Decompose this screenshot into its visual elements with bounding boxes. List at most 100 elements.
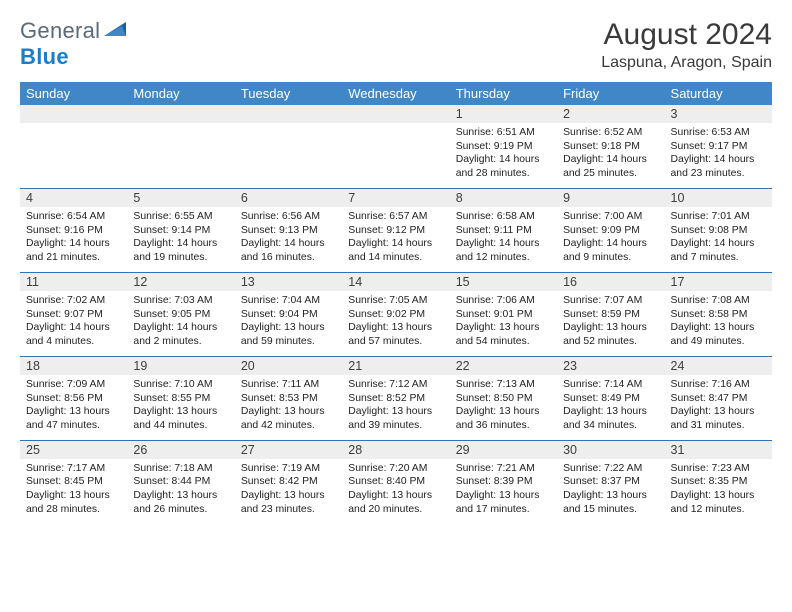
day-detail-line: Sunrise: 7:17 AM: [26, 462, 121, 476]
day-detail-line: Daylight: 13 hours: [348, 489, 443, 503]
day-detail-line: Sunset: 8:55 PM: [133, 392, 228, 406]
day-detail-line: Sunrise: 7:12 AM: [348, 378, 443, 392]
day-detail-line: Sunrise: 7:20 AM: [348, 462, 443, 476]
day-number-cell: [235, 105, 342, 123]
day-detail-line: Sunrise: 7:18 AM: [133, 462, 228, 476]
day-number-cell: 12: [127, 273, 234, 291]
day-detail-line: Sunset: 8:47 PM: [671, 392, 766, 406]
day-detail-line: and 12 minutes.: [456, 251, 551, 265]
day-detail-line: Sunset: 9:02 PM: [348, 308, 443, 322]
day-detail-line: Sunrise: 7:03 AM: [133, 294, 228, 308]
day-number-cell: 5: [127, 189, 234, 207]
weekday-header: Saturday: [665, 82, 772, 105]
day-detail-cell: [235, 123, 342, 188]
day-detail-cell: Sunrise: 7:00 AMSunset: 9:09 PMDaylight:…: [557, 207, 664, 272]
day-detail-line: Sunset: 9:05 PM: [133, 308, 228, 322]
day-detail-line: Sunrise: 7:10 AM: [133, 378, 228, 392]
day-number-cell: 27: [235, 441, 342, 459]
day-number-cell: 16: [557, 273, 664, 291]
day-detail-cell: Sunrise: 7:21 AMSunset: 8:39 PMDaylight:…: [450, 459, 557, 524]
day-number-cell: 8: [450, 189, 557, 207]
day-detail-row: Sunrise: 6:54 AMSunset: 9:16 PM Daylight:…: [20, 207, 772, 272]
day-detail-line: Sunset: 9:12 PM: [348, 224, 443, 238]
day-detail-line: Daylight: 13 hours: [671, 489, 766, 503]
day-detail-line: Daylight: 13 hours: [133, 489, 228, 503]
day-detail-line: Sunrise: 7:22 AM: [563, 462, 658, 476]
day-detail-line: Daylight: 13 hours: [348, 321, 443, 335]
day-number-cell: 24: [665, 357, 772, 375]
day-number-row: 18192021222324: [20, 357, 772, 375]
day-detail-line: Sunrise: 6:57 AM: [348, 210, 443, 224]
day-detail-cell: Sunrise: 7:14 AMSunset: 8:49 PMDaylight:…: [557, 375, 664, 440]
day-detail-line: and 44 minutes.: [133, 419, 228, 433]
day-detail-cell: Sunrise: 7:10 AMSunset: 8:55 PMDaylight:…: [127, 375, 234, 440]
day-detail-line: Sunrise: 6:54 AM: [26, 210, 121, 224]
page-header: General August 2024 Laspuna, Aragon, Spa…: [20, 18, 772, 72]
day-detail-line: Daylight: 13 hours: [456, 405, 551, 419]
day-detail-line: and 25 minutes.: [563, 167, 658, 181]
day-number-cell: 22: [450, 357, 557, 375]
day-detail-line: Sunrise: 7:13 AM: [456, 378, 551, 392]
day-detail-line: Sunset: 8:39 PM: [456, 475, 551, 489]
day-detail-line: and 28 minutes.: [26, 503, 121, 517]
day-detail-cell: Sunrise: 7:12 AMSunset: 8:52 PMDaylight:…: [342, 375, 449, 440]
day-number-cell: 19: [127, 357, 234, 375]
day-detail-line: and 57 minutes.: [348, 335, 443, 349]
day-detail-line: Sunset: 8:56 PM: [26, 392, 121, 406]
day-number-cell: 15: [450, 273, 557, 291]
day-detail-line: Sunset: 9:16 PM: [26, 224, 121, 238]
logo: General: [20, 18, 130, 44]
day-detail-line: Sunset: 8:44 PM: [133, 475, 228, 489]
day-detail-line: Sunset: 8:45 PM: [26, 475, 121, 489]
day-detail-line: Sunrise: 7:11 AM: [241, 378, 336, 392]
day-detail-line: and 21 minutes.: [26, 251, 121, 265]
day-detail-line: Sunset: 9:18 PM: [563, 140, 658, 154]
logo-word-blue-wrap: Blue: [20, 44, 69, 70]
day-number-cell: 20: [235, 357, 342, 375]
day-detail-line: and 9 minutes.: [563, 251, 658, 265]
logo-word-general: General: [20, 18, 100, 44]
day-detail-line: Sunset: 8:59 PM: [563, 308, 658, 322]
day-detail-cell: Sunrise: 7:01 AMSunset: 9:08 PMDaylight:…: [665, 207, 772, 272]
day-number-cell: [342, 105, 449, 123]
day-detail-line: Daylight: 13 hours: [26, 405, 121, 419]
day-detail-line: Sunrise: 6:52 AM: [563, 126, 658, 140]
calendar-body: 123 Sunrise: 6:51 AMSunset: 9:19 PMDayli…: [20, 105, 772, 524]
day-detail-line: and 19 minutes.: [133, 251, 228, 265]
day-detail-line: Sunset: 9:17 PM: [671, 140, 766, 154]
day-detail-line: Daylight: 13 hours: [456, 321, 551, 335]
day-detail-line: Sunrise: 7:05 AM: [348, 294, 443, 308]
day-detail-line: and 7 minutes.: [671, 251, 766, 265]
day-detail-line: Sunrise: 7:19 AM: [241, 462, 336, 476]
day-detail-line: Daylight: 13 hours: [26, 489, 121, 503]
day-number-row: 45678910: [20, 189, 772, 207]
day-detail-cell: Sunrise: 6:52 AMSunset: 9:18 PMDaylight:…: [557, 123, 664, 188]
day-number-cell: 23: [557, 357, 664, 375]
day-number-cell: [127, 105, 234, 123]
day-detail-cell: Sunrise: 7:22 AMSunset: 8:37 PMDaylight:…: [557, 459, 664, 524]
day-detail-line: Daylight: 14 hours: [133, 237, 228, 251]
day-detail-line: Daylight: 14 hours: [456, 153, 551, 167]
day-number-cell: 31: [665, 441, 772, 459]
day-detail-line: and 54 minutes.: [456, 335, 551, 349]
day-detail-line: and 31 minutes.: [671, 419, 766, 433]
month-title: August 2024: [601, 18, 772, 52]
day-detail-line: Sunrise: 7:09 AM: [26, 378, 121, 392]
day-number-cell: 21: [342, 357, 449, 375]
day-detail-line: Daylight: 13 hours: [671, 405, 766, 419]
day-detail-cell: Sunrise: 7:04 AMSunset: 9:04 PMDaylight:…: [235, 291, 342, 356]
day-detail-cell: Sunrise: 7:18 AMSunset: 8:44 PMDaylight:…: [127, 459, 234, 524]
day-detail-line: Daylight: 14 hours: [26, 321, 121, 335]
day-detail-line: Sunrise: 7:01 AM: [671, 210, 766, 224]
title-block: August 2024 Laspuna, Aragon, Spain: [601, 18, 772, 72]
day-detail-row: Sunrise: 7:09 AMSunset: 8:56 PMDaylight:…: [20, 375, 772, 440]
day-detail-line: Sunrise: 6:58 AM: [456, 210, 551, 224]
day-detail-line: Sunrise: 6:53 AM: [671, 126, 766, 140]
day-detail-line: Sunrise: 7:07 AM: [563, 294, 658, 308]
day-detail-line: Sunrise: 6:56 AM: [241, 210, 336, 224]
day-detail-line: Sunrise: 6:51 AM: [456, 126, 551, 140]
day-number-cell: 29: [450, 441, 557, 459]
day-number-cell: 10: [665, 189, 772, 207]
day-detail-line: Daylight: 14 hours: [241, 237, 336, 251]
logo-word-blue: Blue: [20, 44, 69, 69]
